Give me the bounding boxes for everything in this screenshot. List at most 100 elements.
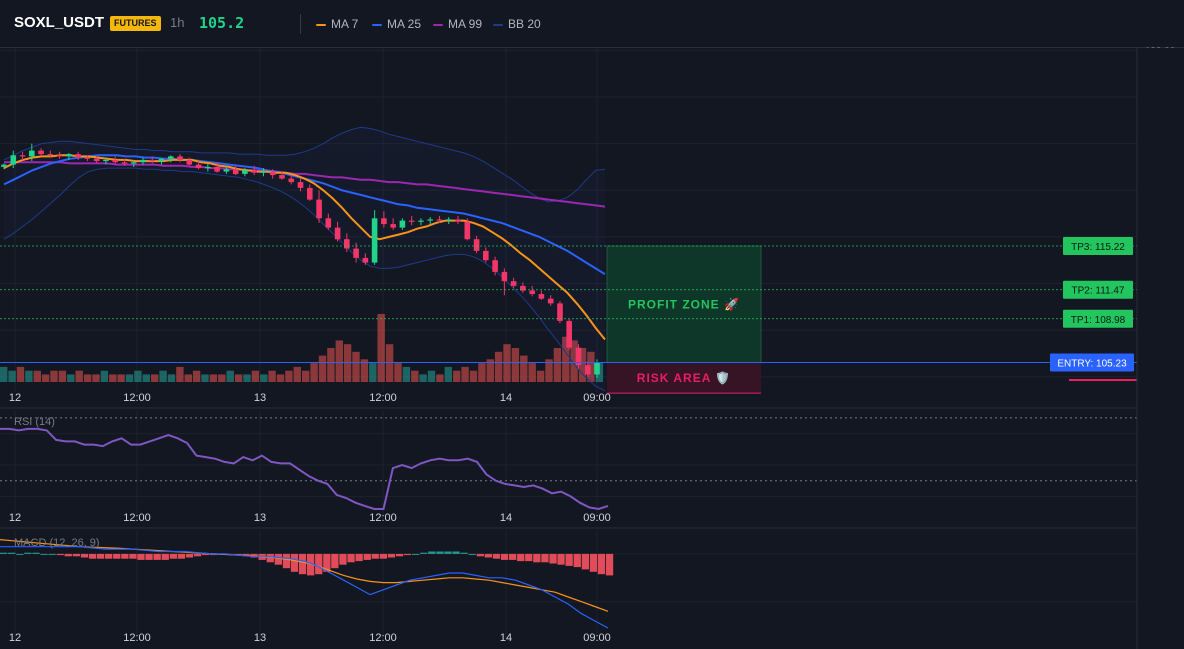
candle-body — [47, 154, 54, 156]
candle-body — [427, 219, 433, 221]
volume-bar — [427, 370, 436, 382]
volume-bar — [570, 340, 578, 382]
volume-bar — [528, 363, 536, 382]
risk-zone-label: RISK AREA 🛡️ — [637, 371, 731, 385]
candle-body — [408, 220, 415, 222]
volume-bar — [545, 359, 553, 382]
macd-pane — [0, 539, 614, 629]
price-axis-background — [1137, 48, 1184, 649]
volume-bar — [0, 366, 8, 382]
time-axis-label: 12:00 — [369, 632, 397, 644]
volume-bar — [201, 374, 209, 382]
time-axis-label: 13 — [254, 632, 266, 644]
macd-histogram-bar — [460, 552, 468, 554]
volume-bar — [385, 344, 394, 382]
legend-bb20[interactable]: BB 20 — [493, 17, 541, 31]
macd-histogram-bar — [161, 553, 169, 560]
candle-body — [547, 298, 554, 304]
candle-body — [418, 220, 424, 222]
time-axis-label: 12 — [9, 392, 21, 404]
legend-ma7[interactable]: MA 7 — [316, 17, 358, 31]
volume-bar — [360, 359, 369, 382]
volume-bar — [226, 370, 234, 382]
volume-bar — [260, 374, 268, 382]
candle-body — [501, 271, 508, 282]
macd-histogram-bar — [113, 553, 121, 559]
legend-ma25-swatch — [372, 23, 382, 26]
macd-histogram-bar — [298, 553, 307, 575]
volume-bar — [67, 374, 75, 382]
macd-histogram-bar — [484, 553, 492, 558]
volume-bar — [486, 359, 494, 382]
volume-bar — [125, 374, 134, 382]
volume-bar — [117, 374, 125, 382]
macd-histogram-bar — [395, 553, 404, 557]
macd-histogram-bar — [331, 553, 339, 569]
chart-header: SOXL_USDT FUTURES 1h 105.2 MA 7 MA 25 MA… — [0, 0, 1184, 48]
legend-ma25[interactable]: MA 25 — [372, 17, 421, 31]
macd-histogram-bar — [347, 553, 355, 563]
candle-body — [56, 155, 63, 157]
level-badge-entry — [1050, 353, 1134, 372]
macd-histogram-bar — [137, 553, 145, 560]
volume-bar — [58, 370, 67, 382]
time-axis-label: 12 — [9, 632, 21, 644]
rsi-title: RSI (14) — [14, 416, 55, 428]
volume-bar — [511, 348, 520, 382]
candle-body — [232, 169, 239, 174]
candle-body — [195, 164, 202, 169]
symbol-name[interactable]: SOXL_USDT — [14, 14, 105, 31]
trade-zones-layer: PROFIT ZONE 🚀 RISK AREA 🛡️ — [606, 245, 1184, 394]
candle-body — [307, 187, 313, 200]
time-axis-label: 09:00 — [583, 392, 611, 404]
candle-body — [288, 178, 295, 183]
candle-body — [381, 218, 387, 225]
legend-ma99-label: MA 99 — [448, 17, 483, 31]
volume-bar — [562, 336, 570, 382]
legend-ma99[interactable]: MA 99 — [433, 17, 482, 31]
macd-histogram-bar — [32, 552, 40, 554]
timeframe-label[interactable]: 1h — [170, 15, 185, 30]
candle-body — [585, 365, 591, 375]
macd-histogram-bar — [266, 553, 274, 563]
candle-body — [19, 155, 26, 157]
candle-body — [103, 159, 109, 162]
candle-body — [205, 166, 211, 169]
macd-histogram-bar — [581, 553, 589, 570]
volume-bar — [41, 374, 50, 382]
candle-body — [29, 150, 35, 157]
legend-bb20-label: BB 20 — [508, 17, 541, 31]
macd-histogram-bar — [105, 553, 113, 559]
level-badge-tp3 — [1063, 237, 1133, 256]
macd-histogram-bar — [355, 553, 363, 562]
candle-body — [149, 159, 156, 162]
volume-bar — [302, 370, 310, 382]
volume-bar — [352, 351, 360, 382]
candle-body — [325, 218, 332, 228]
macd-histogram-bar — [315, 553, 323, 575]
macd-histogram-bar — [387, 553, 396, 558]
volume-bar — [176, 366, 184, 382]
macd-histogram-bar — [428, 551, 436, 554]
volume-bar — [276, 374, 285, 382]
candle-body — [223, 169, 230, 172]
time-axis-label: 12 — [9, 512, 21, 524]
macd-histogram-bar — [500, 553, 509, 560]
candle-body — [473, 239, 480, 251]
macd-histogram-bar — [96, 553, 105, 559]
macd-histogram-bar — [363, 553, 371, 560]
candle-body — [112, 159, 118, 163]
volume-bar — [33, 370, 41, 382]
candle-body — [399, 220, 406, 228]
macd-histogram-bar — [185, 553, 194, 558]
macd-histogram-bar — [509, 553, 517, 560]
volume-bar — [411, 370, 419, 382]
rsi-line — [0, 427, 609, 511]
volume-bar — [234, 374, 243, 382]
macd-histogram-bar — [541, 553, 549, 563]
macd-histogram-bar — [573, 553, 581, 568]
volume-bar — [402, 366, 411, 382]
volume-bar — [243, 374, 251, 382]
macd-histogram-bar — [8, 552, 16, 554]
